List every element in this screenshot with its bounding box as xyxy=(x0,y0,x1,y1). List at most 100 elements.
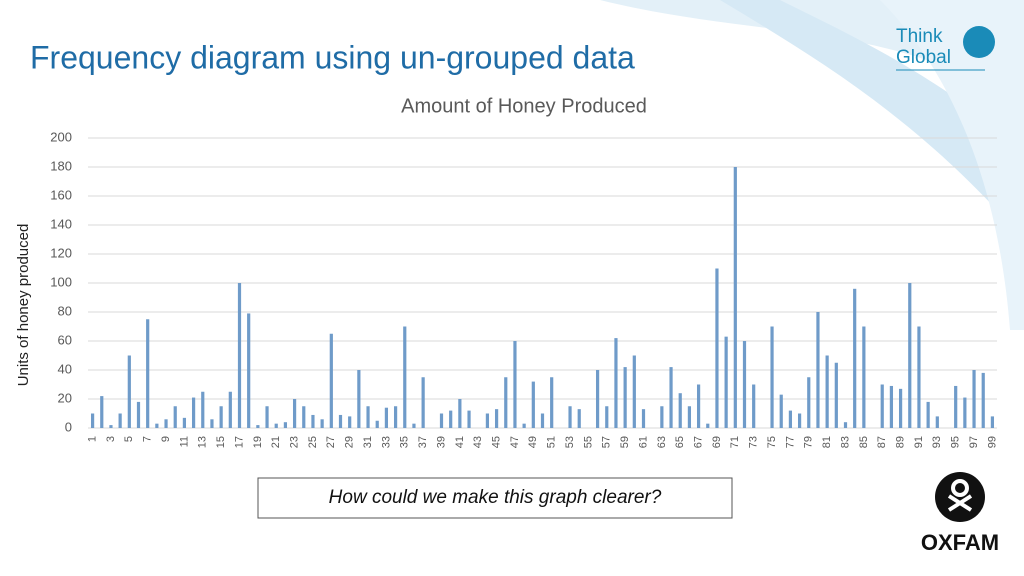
bar xyxy=(265,406,269,428)
bar xyxy=(256,425,260,428)
y-axis-label: Units of honey produced xyxy=(15,224,32,387)
bar xyxy=(972,370,976,428)
bar xyxy=(853,288,857,428)
x-tick-label: 77 xyxy=(784,436,796,448)
x-tick-label: 45 xyxy=(490,436,502,448)
bar xyxy=(136,401,141,428)
bar xyxy=(898,388,903,428)
bar xyxy=(302,406,306,428)
x-tick-label: 13 xyxy=(197,436,209,448)
x-tick-label: 11 xyxy=(178,436,190,447)
x-tick-label: 41 xyxy=(454,436,466,448)
x-tick-label: 83 xyxy=(839,436,851,448)
x-tick-label: 53 xyxy=(564,436,576,448)
x-tick-label: 73 xyxy=(748,436,760,448)
bar xyxy=(90,413,95,428)
bar xyxy=(191,397,196,428)
y-tick-label: 0 xyxy=(65,419,72,434)
y-tick-label: 100 xyxy=(50,274,72,289)
bar xyxy=(513,341,517,428)
y-tick-label: 200 xyxy=(50,129,72,144)
bar xyxy=(439,413,444,428)
x-tick-label: 71 xyxy=(729,436,741,448)
bar xyxy=(843,422,848,428)
bar xyxy=(954,385,958,428)
bar xyxy=(100,396,104,428)
bar xyxy=(816,312,820,428)
bar xyxy=(421,377,425,428)
bar xyxy=(219,406,223,428)
bar xyxy=(311,414,315,428)
question-box xyxy=(257,477,733,519)
bar xyxy=(825,355,829,428)
background-swoosh xyxy=(600,0,1024,330)
x-tick-label: 35 xyxy=(399,436,411,448)
bar xyxy=(348,416,352,428)
y-tick-label: 40 xyxy=(58,361,72,376)
bar xyxy=(283,422,288,428)
bar xyxy=(595,370,600,428)
bar xyxy=(752,384,756,428)
bar xyxy=(127,355,131,428)
x-tick-label: 55 xyxy=(582,436,594,448)
bar xyxy=(550,377,554,428)
x-tick-label: 7 xyxy=(142,436,154,442)
y-tick-label: 60 xyxy=(58,332,72,347)
bar xyxy=(247,313,251,428)
bar xyxy=(449,410,453,428)
y-tick-label: 20 xyxy=(58,390,72,405)
bar xyxy=(366,406,370,428)
bar xyxy=(715,268,719,428)
bar xyxy=(678,393,682,428)
x-tick-label: 97 xyxy=(968,436,980,448)
bar xyxy=(614,338,618,428)
x-tick-label: 93 xyxy=(931,436,943,448)
bar xyxy=(146,319,150,428)
bar xyxy=(292,399,297,428)
bar xyxy=(522,423,526,428)
x-tick-label: 25 xyxy=(307,436,319,448)
bar xyxy=(118,413,122,428)
x-tick-label: 31 xyxy=(362,436,374,448)
bar xyxy=(403,326,407,428)
y-tick-label: 180 xyxy=(50,158,72,173)
think-global-logo: Think Global xyxy=(896,26,995,71)
x-tick-label: 91 xyxy=(913,436,925,448)
x-tick-label: 1 xyxy=(86,436,98,442)
bar xyxy=(788,410,793,428)
x-tick-label: 9 xyxy=(160,436,172,442)
x-tick-label: 43 xyxy=(472,436,484,448)
bar xyxy=(458,399,462,428)
x-tick-label: 37 xyxy=(417,436,429,448)
bar xyxy=(641,409,646,428)
bar xyxy=(357,370,361,428)
bar xyxy=(687,406,692,428)
bar xyxy=(696,384,701,428)
bar xyxy=(706,423,710,428)
bar xyxy=(237,283,242,428)
bar xyxy=(274,423,278,428)
slide-title: Frequency diagram using un-grouped data xyxy=(30,39,635,75)
x-tick-label: 69 xyxy=(711,436,723,448)
x-tick-label: 75 xyxy=(766,436,778,448)
bar xyxy=(531,381,535,428)
y-tick-label: 80 xyxy=(58,303,72,318)
bar xyxy=(201,391,205,428)
x-tick-label: 23 xyxy=(288,436,300,448)
bar xyxy=(779,394,783,428)
x-tick-label: 59 xyxy=(619,436,631,448)
logo-globe xyxy=(963,26,995,58)
bar xyxy=(623,367,627,428)
bar xyxy=(568,406,572,428)
bar xyxy=(109,425,113,428)
bar xyxy=(393,406,398,428)
x-tick-label: 81 xyxy=(821,436,833,448)
bar xyxy=(797,413,802,428)
bar xyxy=(981,372,985,428)
bar xyxy=(173,406,177,428)
bar xyxy=(494,409,499,428)
x-tick-label: 5 xyxy=(123,436,135,442)
logo-text: Global xyxy=(896,47,951,68)
x-tick-label: 89 xyxy=(894,436,906,448)
